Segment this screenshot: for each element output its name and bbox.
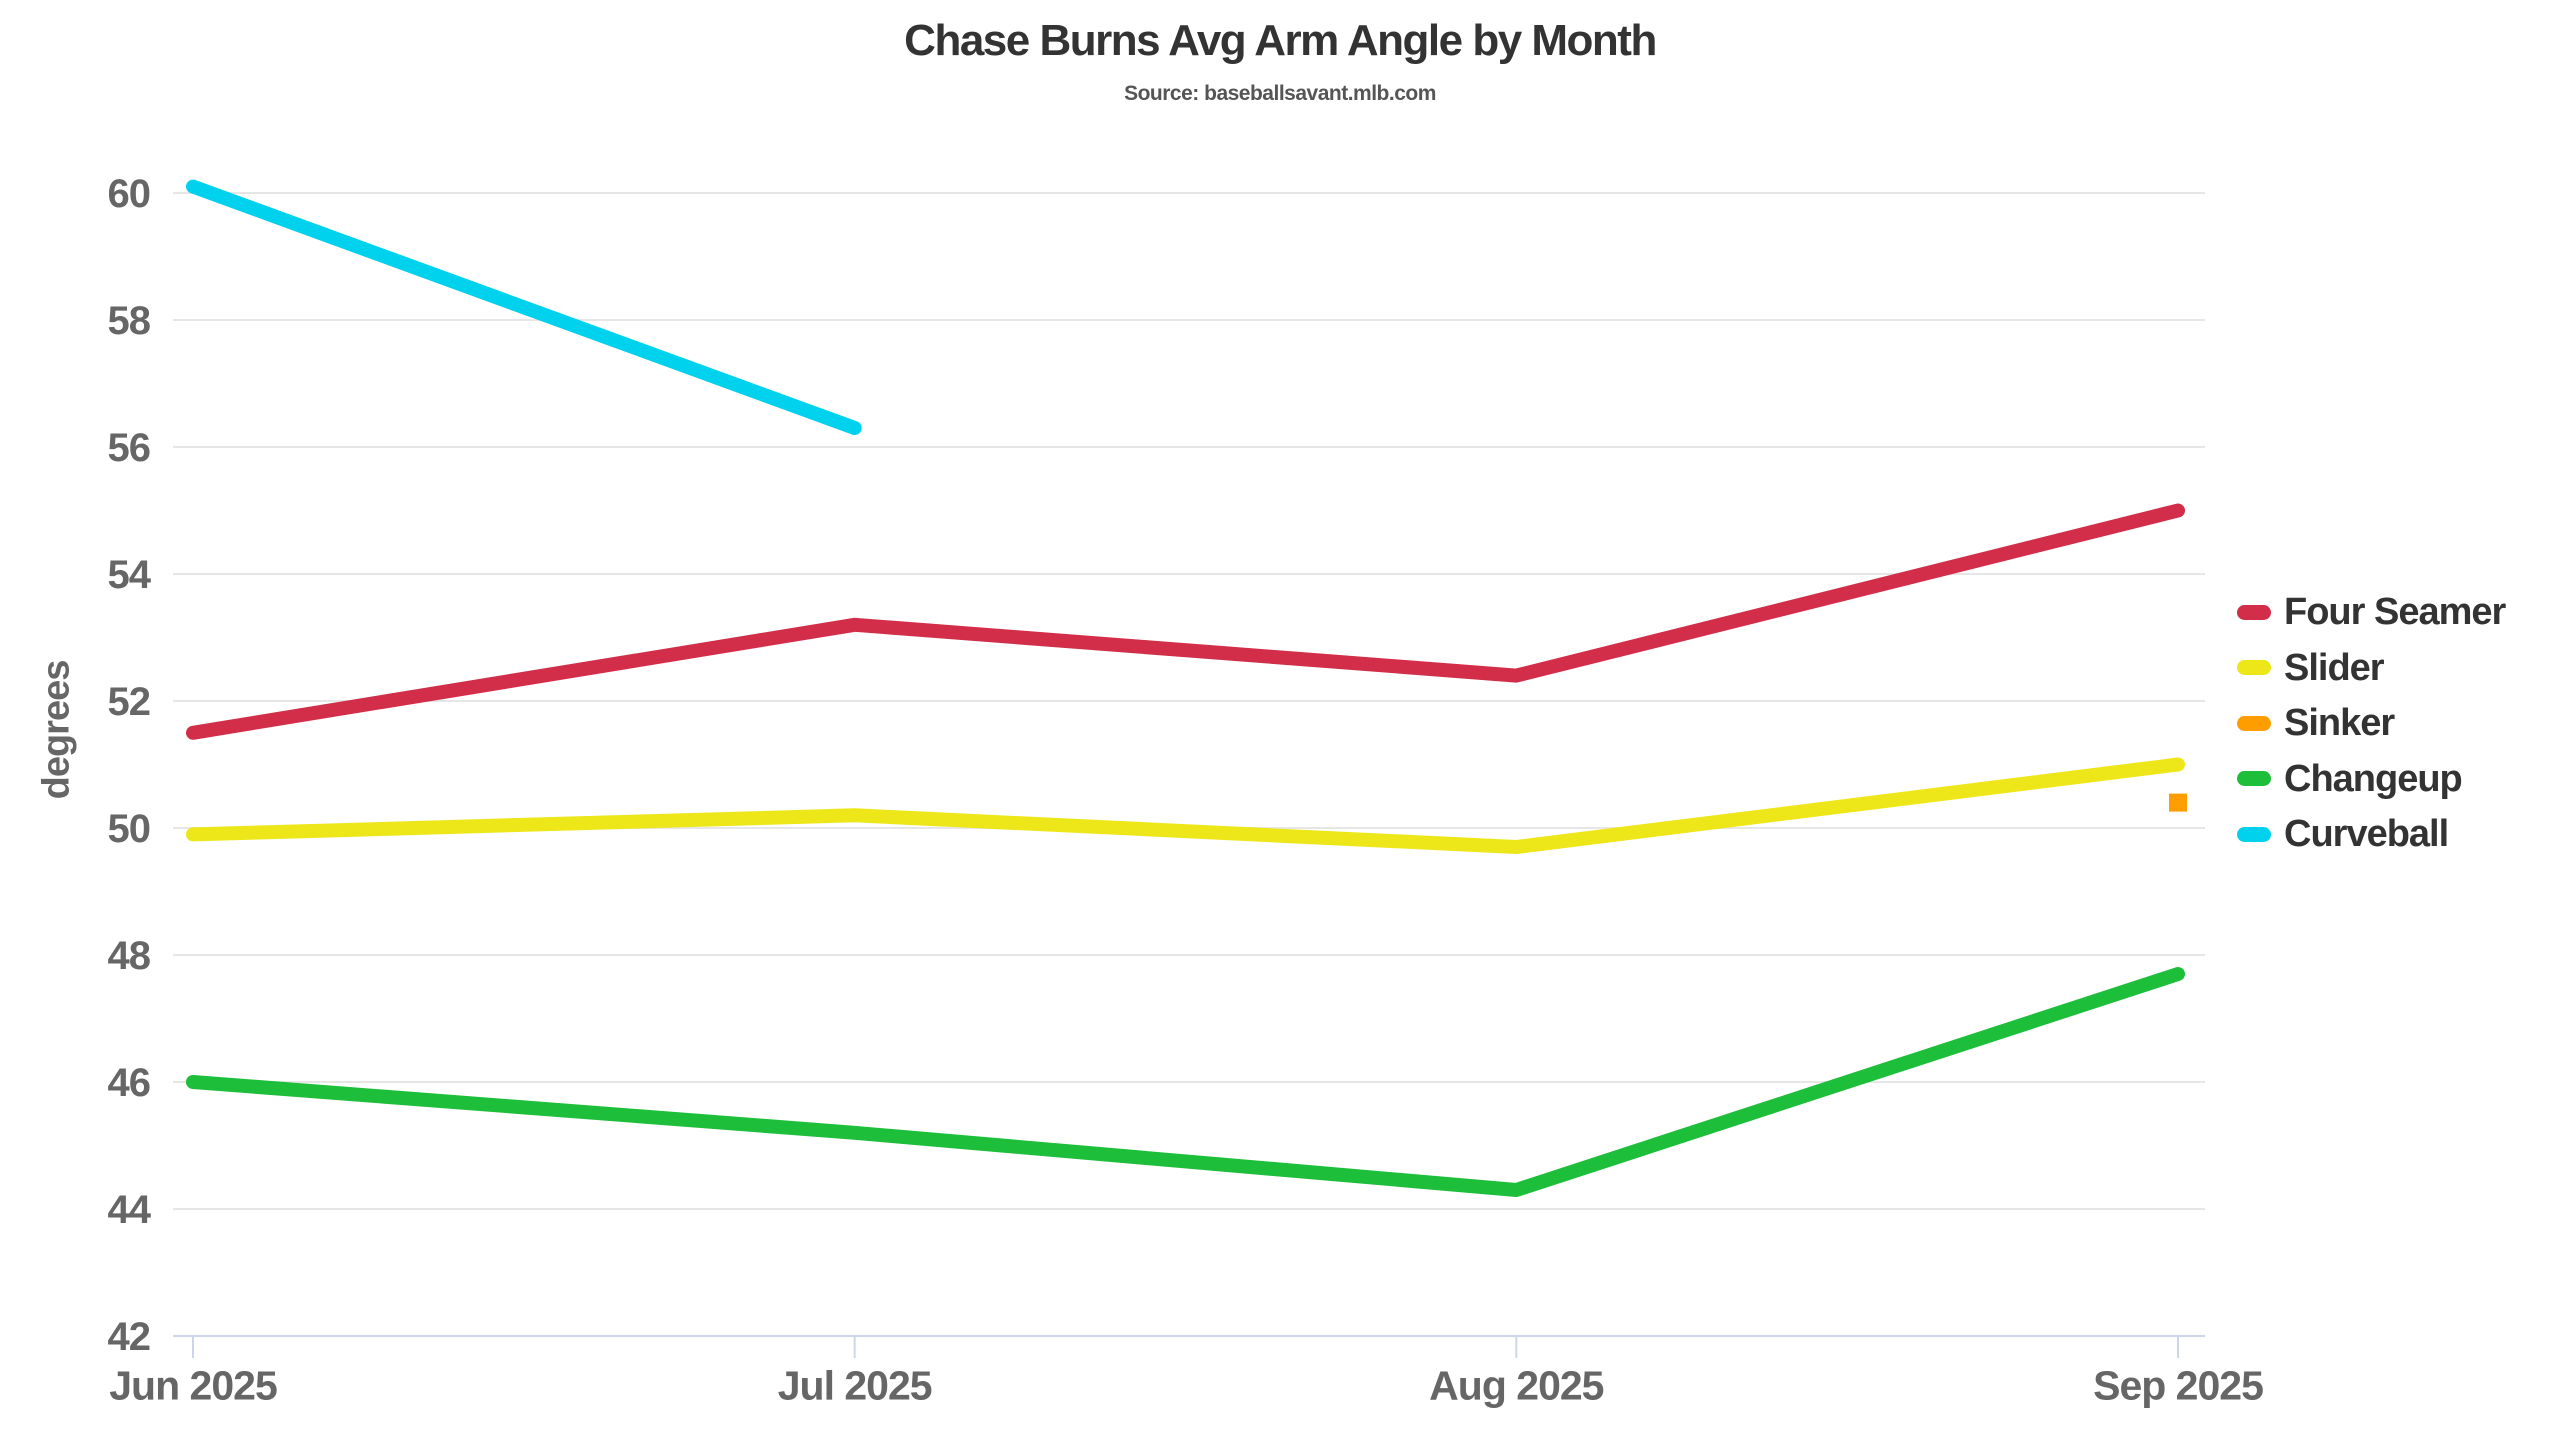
legend-item-slider[interactable]: Slider xyxy=(2237,646,2385,690)
legend-label: Sinker xyxy=(2284,702,2395,744)
series-line-slider xyxy=(186,757,2185,854)
legend-label: Slider xyxy=(2284,646,2385,689)
series-point-sinker xyxy=(2169,793,2187,812)
legend-swatch-curveball xyxy=(2237,826,2271,842)
legend-label: Curveball xyxy=(2284,813,2449,855)
y-tick-label: 52 xyxy=(108,680,151,724)
y-tick-label: 54 xyxy=(108,553,152,597)
legend-item-curveball[interactable]: Curveball xyxy=(2237,812,2449,856)
y-tick-label: 58 xyxy=(108,299,151,343)
legend-swatch-four-seamer xyxy=(2237,604,2271,620)
series-line-four-seamer xyxy=(186,503,2185,740)
y-tick-label: 60 xyxy=(108,172,151,216)
chart-title: Chase Burns Avg Arm Angle by Month xyxy=(904,16,1657,65)
y-tick-label: 48 xyxy=(108,934,151,978)
y-tick-label: 50 xyxy=(108,807,151,851)
series-line-changeup xyxy=(186,967,2185,1197)
y-tick-label: 46 xyxy=(108,1061,151,1105)
legend-item-four-seamer[interactable]: Four Seamer xyxy=(2237,590,2506,634)
x-tick-label: Sep 2025 xyxy=(2093,1363,2263,1409)
x-tick-label: Jul 2025 xyxy=(778,1363,932,1409)
legend-swatch-sinker xyxy=(2237,715,2271,731)
y-tick-label: 44 xyxy=(108,1188,152,1232)
legend-swatch-slider xyxy=(2237,660,2271,675)
x-tick-label: Jun 2025 xyxy=(109,1363,277,1409)
legend-swatch-changeup xyxy=(2237,771,2271,786)
legend-item-changeup[interactable]: Changeup xyxy=(2237,757,2463,801)
series-line-curveball xyxy=(186,179,862,435)
legend-item-sinker[interactable]: Sinker xyxy=(2237,701,2395,745)
y-tick-label: 42 xyxy=(108,1315,151,1359)
y-tick-label: 56 xyxy=(108,426,151,470)
chart-subtitle: Source: baseballsavant.mlb.com xyxy=(1124,82,1436,105)
legend-label: Four Seamer xyxy=(2284,591,2506,633)
x-tick-label: Aug 2025 xyxy=(1429,1363,1603,1409)
legend-label: Changeup xyxy=(2284,757,2463,800)
